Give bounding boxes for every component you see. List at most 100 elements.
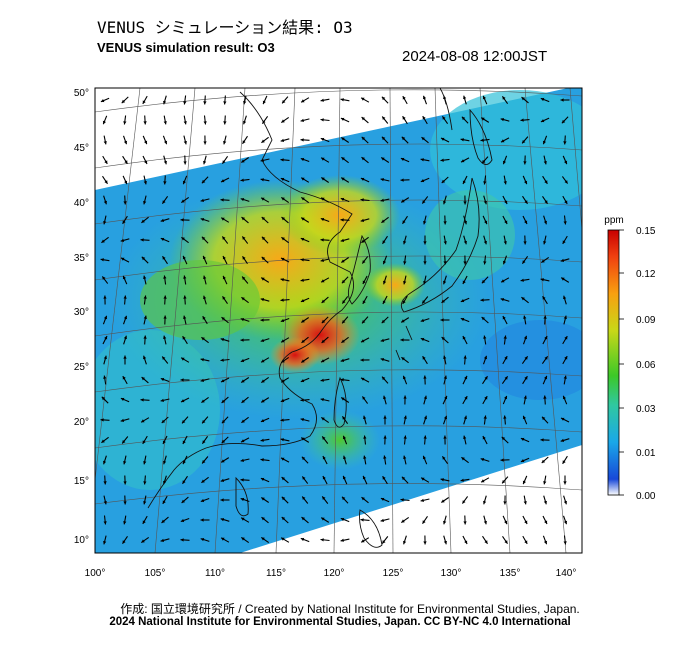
wind-arrow-head — [340, 98, 344, 102]
wind-arrow-head — [201, 399, 205, 403]
wind-arrow-head — [122, 376, 126, 380]
lon-tick-label: 140° — [556, 568, 577, 579]
wind-arrow-head — [163, 121, 167, 125]
lat-tick-label: 25° — [74, 362, 89, 373]
wind-arrow-head — [481, 279, 486, 284]
wind-arrow-head — [423, 435, 427, 439]
wind-arrow-head — [461, 116, 466, 121]
wind-arrow-head — [240, 478, 244, 482]
wind-arrow-head — [501, 139, 505, 143]
wind-arrow-head — [201, 236, 206, 241]
wind-arrow-head — [241, 379, 245, 383]
wind-arrow-head — [340, 538, 344, 542]
wind-arrow-head — [261, 359, 265, 363]
wind-arrow-head — [103, 355, 107, 360]
wind-arrow-head — [123, 295, 127, 299]
wind-arrow-head — [342, 435, 347, 440]
wind-arrow-head — [423, 415, 427, 420]
lon-tick-label: 125° — [383, 568, 404, 579]
wind-arrow-head — [202, 460, 206, 464]
wind-arrow-head — [121, 99, 126, 104]
wind-arrow-head — [221, 399, 225, 403]
colorbar-tick-label: 0.09 — [636, 315, 656, 326]
colorbar-unit: ppm — [604, 215, 623, 226]
colorbar: ppm 0.15 0.12 0.09 0.06 0.03 0.01 0.00 — [604, 215, 656, 502]
wind-arrow-head — [240, 358, 245, 363]
wind-arrow-head — [520, 118, 524, 122]
wind-arrow-head — [164, 140, 168, 145]
wind-arrow-head — [203, 295, 207, 300]
wind-arrow-head — [544, 356, 548, 360]
wind-arrow-head — [122, 275, 126, 280]
wind-arrow-head — [162, 500, 166, 504]
wind-arrow-head — [160, 377, 165, 382]
wind-arrow-head — [564, 336, 568, 340]
wind-arrow-head — [241, 419, 245, 423]
wind-arrow-head — [242, 140, 246, 144]
wind-arrow-head — [103, 200, 107, 205]
wind-arrow-head — [441, 337, 445, 341]
wind-arrow-head — [500, 458, 504, 462]
wind-arrow-head — [261, 399, 265, 403]
wind-arrow-head — [342, 475, 346, 480]
wind-arrow-head — [120, 397, 125, 401]
wind-arrow-head — [160, 398, 164, 402]
wind-arrow-head — [341, 177, 345, 181]
wind-arrow-head — [360, 518, 364, 522]
wind-arrow-head — [182, 420, 186, 424]
wind-arrow-head — [122, 540, 126, 544]
wind-arrow-head — [540, 278, 544, 282]
wind-arrow-head — [440, 478, 444, 482]
wind-arrow-head — [260, 438, 264, 442]
wind-arrow-head — [162, 440, 166, 444]
wind-arrow-head — [322, 496, 326, 500]
wind-arrow-head — [260, 158, 264, 162]
wind-arrow-head — [443, 435, 447, 439]
wind-arrow-head — [503, 501, 507, 505]
wind-arrow-head — [220, 498, 224, 502]
wind-arrow-head — [463, 240, 467, 245]
wind-arrow-head — [443, 375, 447, 379]
wind-arrow-head — [504, 395, 508, 400]
wind-arrow-head — [400, 338, 404, 342]
wind-arrow-head — [422, 116, 426, 120]
wind-arrow-head — [241, 297, 245, 301]
wind-arrow-head — [281, 197, 285, 201]
wind-arrow-head — [443, 95, 447, 100]
wind-arrow-head — [140, 398, 144, 402]
wind-arrow-head — [300, 118, 304, 122]
wind-arrow-head — [240, 198, 245, 202]
wind-arrow-head — [382, 376, 386, 381]
wind-arrow-head — [523, 161, 527, 165]
wind-arrow-head — [500, 298, 505, 302]
wind-arrow-head — [143, 121, 147, 125]
wind-arrow-head — [422, 356, 426, 360]
wind-arrow-head — [423, 375, 427, 379]
wind-arrow-head — [522, 260, 526, 264]
wind-arrow-head — [420, 337, 425, 342]
colorbar-tick-label: 0.00 — [636, 491, 656, 502]
wind-arrow-head — [460, 317, 465, 322]
wind-arrow-head — [160, 538, 164, 542]
wind-arrow-head — [241, 399, 245, 403]
wind-arrow-head — [163, 335, 167, 339]
wind-arrow-head — [402, 116, 406, 120]
wind-arrow-head — [544, 520, 548, 524]
wind-arrow-head — [522, 415, 526, 420]
wind-arrow-head — [380, 518, 384, 522]
wind-arrow-head — [200, 538, 205, 542]
wind-arrow-head — [560, 438, 565, 442]
credit-en: 2024 National Institute for Environmenta… — [109, 616, 571, 628]
wind-arrow-head — [103, 315, 108, 320]
wind-arrow-head — [342, 300, 346, 304]
wind-arrow-head — [423, 261, 427, 265]
wind-arrow-head — [120, 418, 125, 422]
colorbar-tick-label: 0.06 — [636, 360, 656, 371]
wind-arrow-head — [341, 137, 345, 141]
wind-arrow-head — [383, 395, 387, 400]
wind-arrow-head — [482, 159, 486, 164]
wind-arrow-head — [363, 415, 367, 420]
wind-arrow-head — [524, 200, 528, 204]
wind-arrow-head — [401, 199, 405, 203]
wind-arrow-head — [281, 359, 285, 363]
